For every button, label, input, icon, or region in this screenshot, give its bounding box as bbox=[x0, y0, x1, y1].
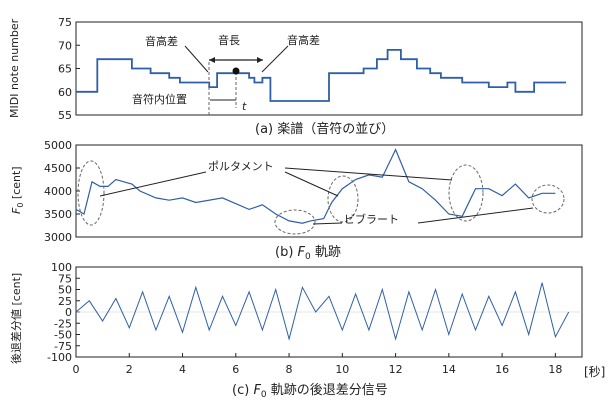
ytick-label-c: 75 bbox=[58, 272, 72, 285]
panel-a-score: MIDI note number 55 60 65 70 75 音高差 音長 音高差 音… bbox=[8, 16, 583, 137]
panel-c-xticks: 0 2 4 6 8 10 12 14 16 18 bbox=[73, 353, 562, 376]
ytick-label-b: 4000 bbox=[44, 185, 72, 198]
ytick-label-b: 4500 bbox=[44, 162, 72, 175]
caption-c-suffix: 軌跡の後退差分信号 bbox=[267, 382, 388, 398]
annotation-position: 音符内位置 bbox=[132, 92, 187, 106]
caption-b-sub: 0 bbox=[305, 252, 311, 262]
ytick-label-c: -50 bbox=[54, 329, 72, 342]
xtick-label: 10 bbox=[335, 363, 349, 376]
portamento-ellipse-1 bbox=[77, 160, 105, 226]
pointer-vibrato-2 bbox=[417, 207, 534, 224]
ytick-label-a: 55 bbox=[58, 109, 72, 122]
caption-b-var: F bbox=[298, 245, 306, 260]
pointer-portamento-2 bbox=[284, 171, 339, 197]
ytick-label-c: 100 bbox=[51, 261, 72, 274]
ylabel-unit: [cent] bbox=[10, 166, 23, 202]
portamento-ellipse-3 bbox=[448, 164, 484, 222]
portamento-ellipse-2 bbox=[327, 175, 359, 223]
annotation-t: t bbox=[242, 100, 247, 113]
xtick-label: 8 bbox=[286, 363, 293, 376]
ytick-label-c: -25 bbox=[54, 317, 72, 330]
panel-a-yticks: 55 60 65 70 75 bbox=[58, 16, 80, 122]
xtick-label: 18 bbox=[548, 363, 562, 376]
vibrato-ellipse-1 bbox=[274, 209, 316, 235]
ytick-label-a: 75 bbox=[58, 16, 72, 29]
ytick-label-c: 25 bbox=[58, 295, 72, 308]
panel-c-ylabel: 後退差分値 [cent] bbox=[9, 273, 23, 364]
annotation-portamento: ポルタメント bbox=[208, 160, 274, 173]
xtick-label: 12 bbox=[389, 363, 403, 376]
caption-c-sub: 0 bbox=[261, 390, 267, 400]
ytick-label-c: -100 bbox=[47, 351, 72, 364]
annotation-pitch-diff-right: 音高差 bbox=[287, 33, 320, 47]
caption-b-suffix: 軌跡 bbox=[311, 244, 341, 260]
xtick-label: 0 bbox=[73, 363, 80, 376]
pointer-portamento-1 bbox=[99, 171, 207, 197]
caption-b-prefix: (b) bbox=[275, 245, 298, 260]
panel-a-caption: (a) 楽譜（音符の並び） bbox=[255, 121, 394, 137]
pointer-portamento-3 bbox=[284, 167, 453, 181]
pointer-pitch-diff-right bbox=[261, 45, 289, 73]
ylabel-sub: 0 bbox=[16, 203, 25, 208]
ytick-label-c: 0 bbox=[65, 306, 72, 319]
position-marker bbox=[232, 67, 240, 75]
panel-b-f0-contour bbox=[75, 148, 556, 224]
pointer-vibrato-1 bbox=[312, 222, 343, 225]
annotation-vibrato: ビブラート bbox=[344, 212, 399, 226]
xtick-label: 14 bbox=[442, 363, 456, 376]
xtick-label: 2 bbox=[126, 363, 133, 376]
arrow-head-right bbox=[257, 57, 263, 63]
ytick-label-b: 3500 bbox=[44, 208, 72, 221]
panel-b-yticks: 3000 3500 4000 4500 5000 bbox=[44, 139, 80, 244]
xtick-label: 6 bbox=[232, 363, 239, 376]
xtick-label: 4 bbox=[179, 363, 186, 376]
ytick-label-b: 3000 bbox=[44, 231, 72, 244]
annotation-note-length: 音長 bbox=[218, 33, 240, 47]
arrow-head-left bbox=[209, 57, 215, 63]
panel-c-diff-signal bbox=[75, 282, 570, 341]
x-unit-label: [秒] bbox=[584, 365, 605, 379]
pointer-pitch-diff-left bbox=[184, 45, 209, 73]
annotation-pitch-diff-left: 音高差 bbox=[145, 34, 178, 48]
ytick-label-c: 50 bbox=[58, 284, 72, 297]
xtick-label: 16 bbox=[495, 363, 509, 376]
ytick-label-a: 60 bbox=[58, 86, 72, 99]
panel-a-ylabel: MIDI note number bbox=[8, 18, 21, 118]
panel-b-ylabel: F0 [cent] bbox=[10, 166, 25, 214]
caption-c-var: F bbox=[253, 383, 261, 398]
caption-c-prefix: (c) bbox=[232, 383, 253, 398]
ytick-label-c: -75 bbox=[54, 340, 72, 353]
ytick-label-a: 65 bbox=[58, 63, 72, 76]
panel-a-note-sequence bbox=[76, 49, 566, 102]
ylabel-var: F bbox=[10, 207, 23, 214]
ytick-label-a: 70 bbox=[58, 39, 72, 52]
panel-c-caption: (c) F0 軌跡の後退差分信号 bbox=[232, 382, 388, 400]
vibrato-ellipse-2 bbox=[531, 184, 565, 214]
ytick-label-b: 5000 bbox=[44, 139, 72, 152]
panel-b-caption: (b) F0 軌跡 bbox=[275, 244, 341, 262]
